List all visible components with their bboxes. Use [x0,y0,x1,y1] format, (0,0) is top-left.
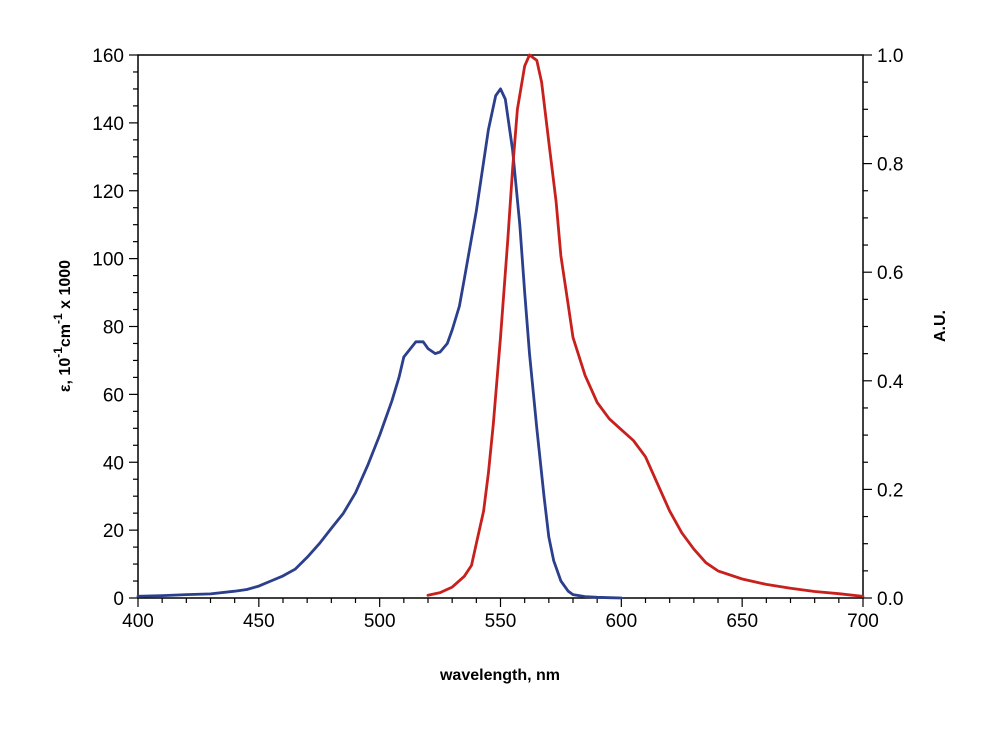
y-left-tick-label: 120 [92,182,124,203]
y-right-tick-label: 1.0 [877,46,903,67]
y-right-tick-label: 0.0 [877,589,903,610]
y-axis-right: 0.0 0.2 0.4 0.6 0.8 1.0 [863,46,904,610]
y-left-tick-label: 80 [103,318,124,339]
x-tick-label: 500 [364,611,396,632]
y-left-tick-label: 140 [92,114,124,135]
emission-series-line [426,53,865,598]
x-tick-label: 700 [847,611,879,632]
y-right-tick-label: 0.2 [877,480,903,501]
y-axis-left: 0 20 40 60 80 100 120 140 160 [92,46,138,610]
absorption-series-line [136,87,623,600]
series-layer [136,53,865,600]
x-tick-label: 450 [243,611,275,632]
y-axis-left-title: ε, 10-1cm-1 x 1000 [51,260,74,392]
y-right-tick-label: 0.4 [877,372,904,393]
x-tick-label: 400 [122,611,154,632]
y-left-tick-label: 20 [103,521,124,542]
y-left-tick-label: 60 [103,385,124,406]
x-tick-label: 650 [726,611,758,632]
y-left-tick-label: 100 [92,250,124,271]
y-right-tick-label: 0.6 [877,263,903,284]
y-left-tick-label: 40 [103,453,124,474]
x-axis: 400 450 500 550 600 650 700 [122,598,879,632]
x-tick-label: 600 [605,611,637,632]
y-right-tick-label: 0.8 [877,155,903,176]
y-left-tick-label: 160 [92,46,124,67]
x-axis-title: wavelength, nm [439,667,560,684]
y-left-tick-label: 0 [113,589,124,610]
x-tick-label: 550 [485,611,517,632]
y-axis-right-title: A.U. [932,310,949,342]
